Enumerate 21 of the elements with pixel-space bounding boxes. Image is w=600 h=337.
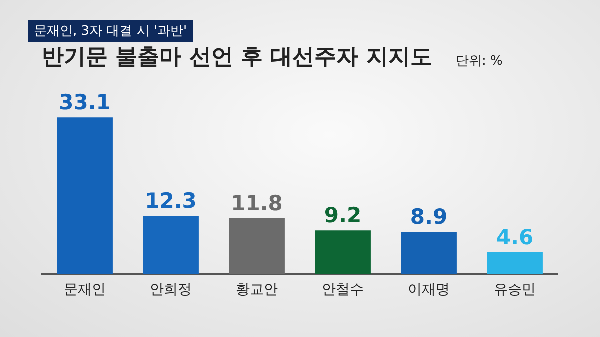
bar <box>487 252 543 274</box>
chart-subtitle: 문재인, 3자 대결 시 '과반' <box>28 20 194 42</box>
x-tick-label: 이재명 <box>408 282 450 298</box>
data-label: 12.3 <box>145 188 197 213</box>
x-tick-label: 황교안 <box>236 282 278 298</box>
x-tick-label: 유승민 <box>494 282 536 298</box>
data-label: 9.2 <box>324 204 362 228</box>
data-label: 33.1 <box>59 90 111 115</box>
data-label: 8.9 <box>410 205 448 230</box>
data-label: 11.8 <box>231 191 283 216</box>
x-tick-label: 문재인 <box>64 282 106 298</box>
text: 단위: % <box>456 53 503 70</box>
x-tick-label: 안희정 <box>150 282 192 298</box>
bar <box>143 216 199 274</box>
bar <box>229 218 285 274</box>
bar <box>315 230 371 274</box>
data-label: 4.6 <box>496 225 534 250</box>
bar <box>401 232 457 274</box>
bar <box>57 118 113 274</box>
chart-title: 반기문 불출마 선언 후 대선주자 지지도 <box>42 44 432 72</box>
x-tick-label: 안철수 <box>322 282 364 298</box>
